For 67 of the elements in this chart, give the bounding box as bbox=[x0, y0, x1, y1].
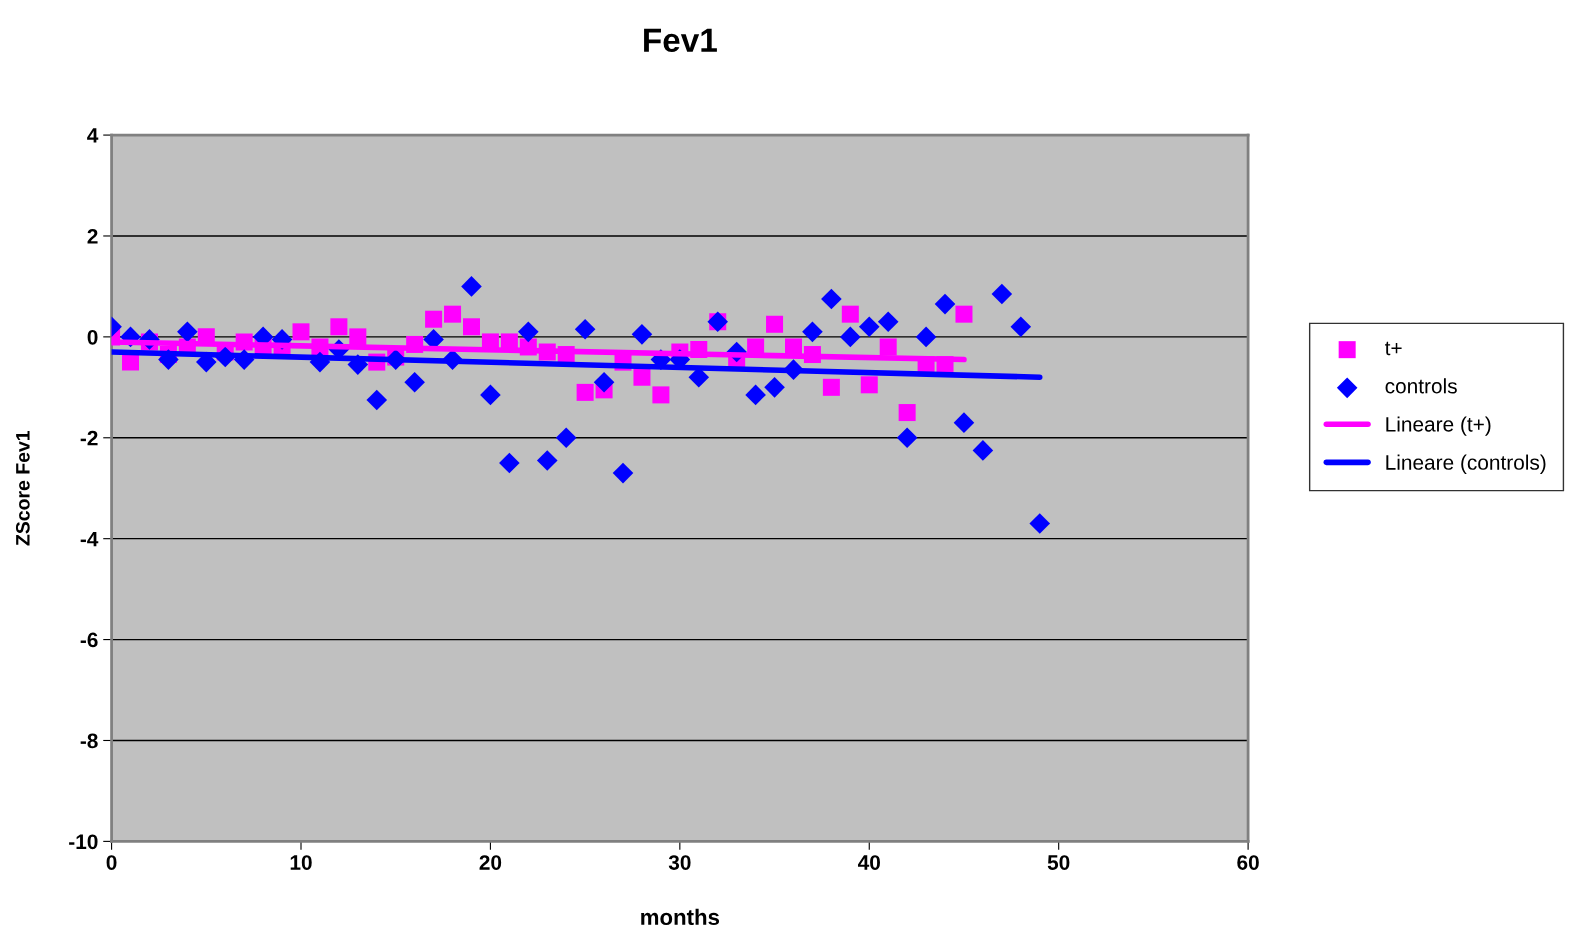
point bbox=[462, 318, 480, 336]
point bbox=[766, 315, 784, 333]
y-tick-label: -2 bbox=[80, 430, 98, 446]
point bbox=[934, 293, 956, 315]
point bbox=[915, 326, 937, 348]
y-axis-title: ZScore Fev1 bbox=[15, 430, 30, 546]
point bbox=[991, 283, 1013, 305]
point bbox=[593, 371, 615, 393]
point bbox=[177, 321, 198, 343]
point bbox=[461, 276, 482, 297]
point bbox=[631, 324, 653, 345]
y-tick-label: -8 bbox=[80, 733, 98, 749]
point bbox=[879, 338, 897, 356]
point bbox=[480, 384, 501, 406]
x-tick-label: 30 bbox=[668, 855, 691, 870]
point bbox=[1010, 316, 1032, 338]
x-tick-label: 20 bbox=[479, 855, 502, 870]
x-tick-label: 60 bbox=[1237, 855, 1259, 870]
point bbox=[972, 440, 994, 461]
point bbox=[764, 377, 785, 398]
point bbox=[896, 427, 918, 449]
point bbox=[366, 389, 388, 411]
point bbox=[404, 371, 425, 393]
point bbox=[633, 368, 651, 386]
point bbox=[555, 427, 577, 449]
point bbox=[877, 311, 899, 333]
x-axis-title: months bbox=[641, 908, 720, 926]
point bbox=[822, 378, 840, 396]
point bbox=[955, 305, 973, 323]
point bbox=[858, 316, 880, 338]
y-tick-label: -10 bbox=[69, 834, 98, 850]
point bbox=[518, 321, 539, 343]
point bbox=[1029, 513, 1051, 534]
point bbox=[536, 450, 558, 471]
point bbox=[898, 404, 916, 422]
legend-label: t+ bbox=[1384, 341, 1402, 356]
point bbox=[652, 386, 670, 404]
point bbox=[330, 318, 348, 336]
x-tick-label: 10 bbox=[290, 855, 312, 870]
point bbox=[499, 452, 520, 474]
legend-label: Lineare (controls) bbox=[1386, 454, 1546, 474]
point bbox=[349, 328, 367, 346]
point bbox=[841, 305, 859, 323]
point bbox=[860, 376, 878, 394]
x-tick-label: 0 bbox=[106, 855, 117, 870]
legend-label: Lineare (t+) bbox=[1386, 416, 1491, 436]
point bbox=[802, 321, 823, 343]
x-tick-label: 50 bbox=[1047, 855, 1070, 870]
chart-title: Fev1 bbox=[644, 28, 717, 53]
point bbox=[576, 383, 594, 401]
point bbox=[821, 288, 842, 310]
point bbox=[425, 310, 443, 328]
point bbox=[122, 353, 140, 371]
point bbox=[745, 384, 766, 406]
point bbox=[574, 319, 596, 340]
point bbox=[612, 462, 634, 484]
legend-label: controls bbox=[1385, 378, 1457, 394]
y-tick-label: -6 bbox=[80, 632, 98, 648]
y-tick-label: 2 bbox=[87, 228, 98, 244]
y-tick-label: 4 bbox=[87, 128, 99, 143]
point bbox=[444, 305, 462, 323]
y-tick-label: -4 bbox=[80, 531, 99, 547]
y-tick-label: 0 bbox=[87, 329, 98, 345]
point bbox=[953, 412, 975, 433]
x-tick-label: 40 bbox=[857, 855, 880, 870]
point bbox=[292, 323, 310, 341]
point bbox=[840, 326, 861, 348]
